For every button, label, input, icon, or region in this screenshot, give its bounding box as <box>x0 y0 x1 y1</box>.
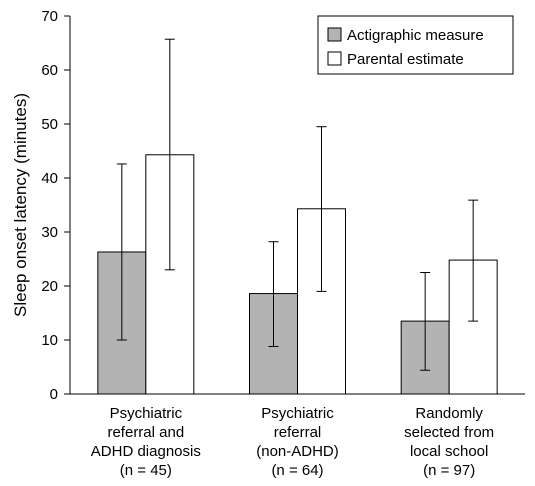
legend-label: Actigraphic measure <box>347 27 484 44</box>
y-tick-label: 60 <box>41 62 58 79</box>
x-tick-label: (non-ADHD) <box>256 443 339 460</box>
x-tick-label: (n = 97) <box>423 462 475 479</box>
x-tick-label: Psychiatric <box>261 405 334 422</box>
legend-swatch <box>327 51 342 66</box>
x-tick-label: selected from <box>404 424 494 441</box>
y-tick-label: 10 <box>41 332 58 349</box>
x-tick-label: referral and <box>107 424 184 441</box>
legend-swatch <box>327 27 342 42</box>
x-tick-label: (n = 45) <box>120 462 172 479</box>
legend: Actigraphic measure Parental estimate <box>317 15 514 75</box>
x-tick-label: (n = 64) <box>271 462 323 479</box>
legend-box <box>317 15 514 75</box>
y-axis-label: Sleep onset latency (minutes) <box>11 93 30 317</box>
axes: 0 10 20 30 40 50 60 70 Sleep onset latency (minu… <box>11 8 525 403</box>
x-tick-label: referral <box>274 424 322 441</box>
x-tick-label: Psychiatric <box>110 405 183 422</box>
y-tick-label: 70 <box>41 8 58 25</box>
x-tick-label: ADHD diagnosis <box>91 443 201 460</box>
x-tick-label: local school <box>410 443 488 460</box>
category-labels: Psychiatric referral and ADHD diagnosis (n … <box>91 405 494 479</box>
y-tick-label: 0 <box>50 386 58 403</box>
y-tick-label: 40 <box>41 170 58 187</box>
y-tick-label: 50 <box>41 116 58 133</box>
bars <box>97 38 498 395</box>
legend-label: Parental estimate <box>347 51 464 68</box>
x-tick-label: Randomly <box>415 405 483 422</box>
y-tick-label: 30 <box>41 224 58 241</box>
y-tick-label: 20 <box>41 278 58 295</box>
